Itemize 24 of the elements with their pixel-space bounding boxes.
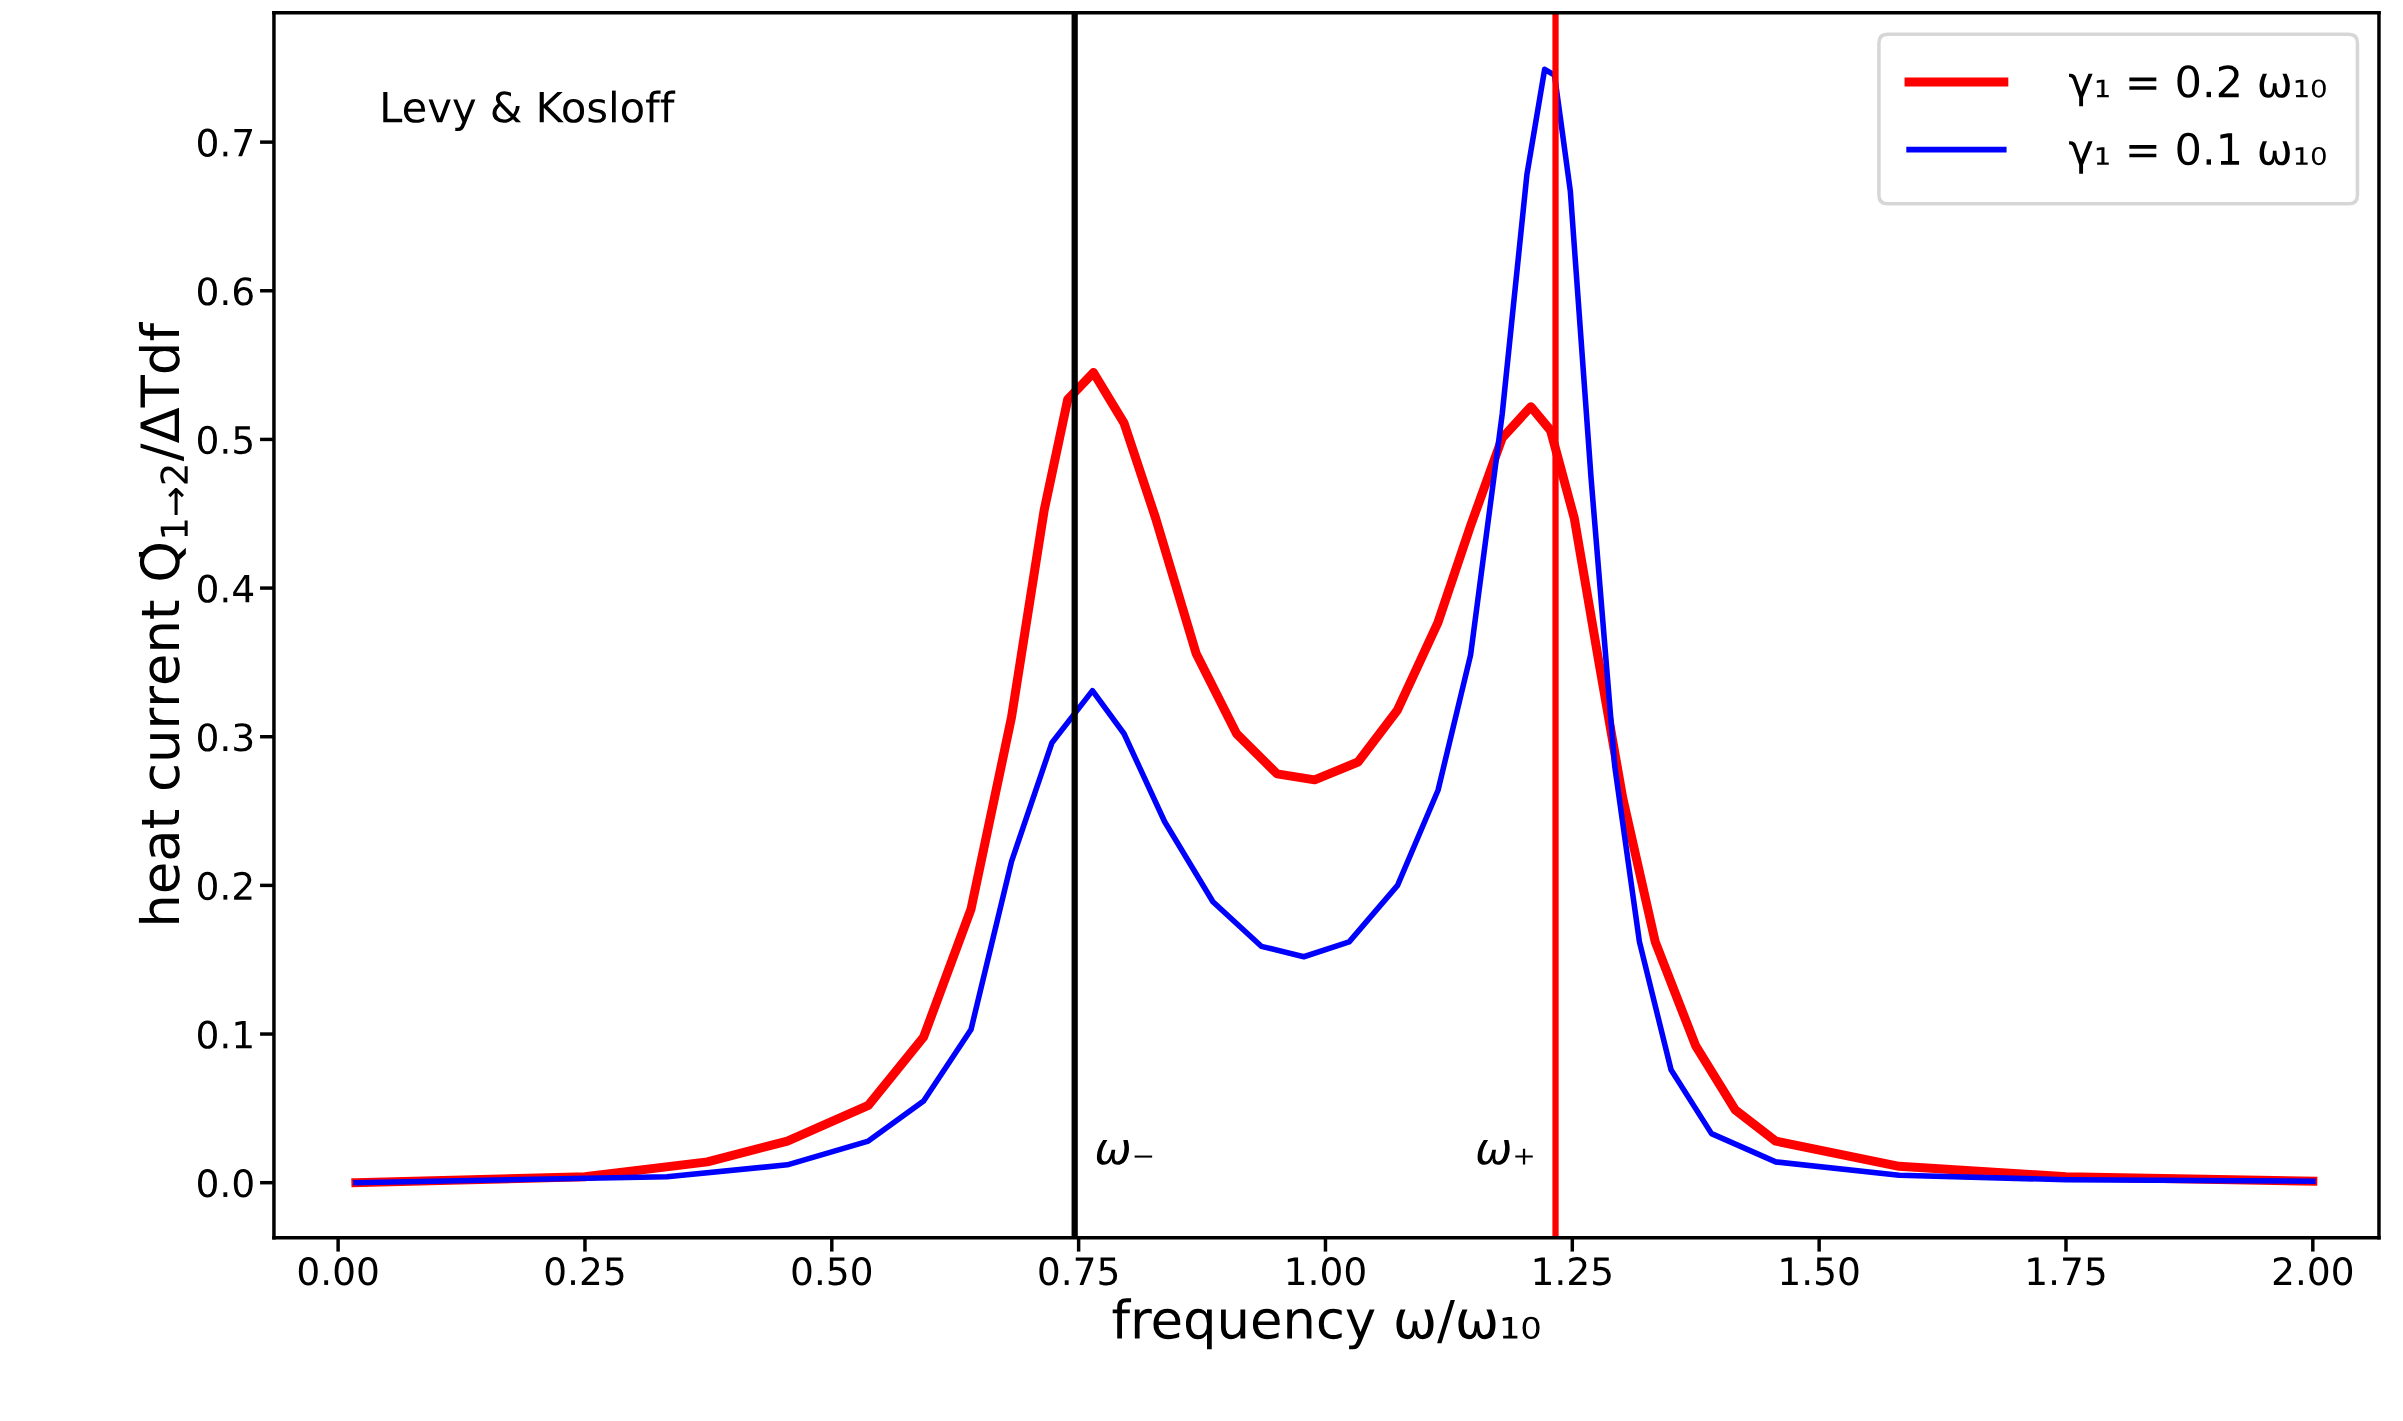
x-tick-label: 1.75: [2028, 1257, 2105, 1286]
x-tick-label: 0.50: [792, 1257, 872, 1286]
y-tick-label: 0.0: [198, 1169, 253, 1198]
x-tick-label: 0.25: [545, 1257, 624, 1286]
x-tick-label: 1.00: [1287, 1257, 1365, 1286]
x-tick-label: 0.00: [298, 1257, 378, 1286]
x-tick-label: 2.00: [2273, 1257, 2353, 1286]
legend-label: γ₁ = 0.2 ω₁₀: [2069, 65, 2326, 107]
y-tick-label: 0.2: [198, 871, 252, 901]
y-tick-label: 0.1: [198, 1020, 252, 1049]
y-tick-label: 0.4: [198, 574, 254, 603]
annotation: Levy & Kosloff: [383, 90, 676, 131]
y-tick-label: 0.7: [198, 128, 252, 157]
y-tick-label: 0.3: [198, 723, 253, 752]
legend-label: γ₁ = 0.1 ω₁₀: [2069, 132, 2326, 174]
ref-line-label: ω₋: [1096, 1139, 1153, 1165]
x-tick-label: 1.50: [1781, 1257, 1859, 1286]
x-axis-title: frequency ω/ω₁₀: [1112, 1298, 1540, 1350]
y-axis-title: heat current Q̇$_{1→2}$/ΔTdf: [138, 322, 188, 923]
y-tick-label: 0.6: [198, 277, 253, 306]
x-tick-label: 0.75: [1039, 1257, 1118, 1286]
y-tick-label: 0.5: [198, 425, 252, 455]
x-tick-label: 1.25: [1534, 1257, 1611, 1286]
ref-line-label: ω₊: [1477, 1139, 1533, 1165]
